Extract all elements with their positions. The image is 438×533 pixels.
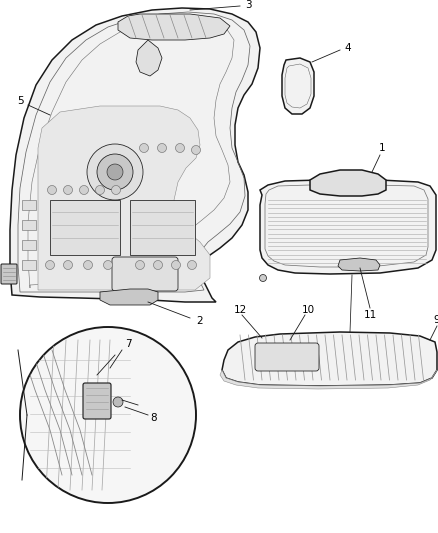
- Text: 5: 5: [17, 96, 23, 106]
- FancyBboxPatch shape: [255, 343, 319, 371]
- Circle shape: [139, 143, 148, 152]
- Text: 12: 12: [233, 305, 247, 315]
- Text: 3: 3: [245, 0, 251, 10]
- Circle shape: [112, 185, 120, 195]
- Text: 1: 1: [379, 143, 385, 153]
- Circle shape: [103, 261, 113, 270]
- Polygon shape: [118, 14, 230, 40]
- Polygon shape: [282, 58, 314, 114]
- FancyBboxPatch shape: [22, 220, 36, 230]
- Text: 2: 2: [197, 316, 203, 326]
- Polygon shape: [338, 258, 380, 271]
- Circle shape: [113, 397, 123, 407]
- FancyBboxPatch shape: [112, 257, 178, 291]
- Circle shape: [135, 261, 145, 270]
- Circle shape: [176, 143, 184, 152]
- Polygon shape: [222, 332, 437, 386]
- Circle shape: [153, 261, 162, 270]
- Circle shape: [259, 274, 266, 281]
- Text: 10: 10: [301, 305, 314, 315]
- Text: 11: 11: [364, 310, 377, 320]
- Text: 4: 4: [345, 43, 351, 53]
- Circle shape: [64, 261, 73, 270]
- Circle shape: [107, 164, 123, 180]
- Polygon shape: [220, 370, 437, 389]
- FancyBboxPatch shape: [22, 200, 36, 210]
- Polygon shape: [260, 180, 436, 274]
- Circle shape: [187, 261, 197, 270]
- FancyBboxPatch shape: [1, 264, 17, 284]
- Circle shape: [87, 144, 143, 200]
- Polygon shape: [10, 8, 260, 302]
- Text: 7: 7: [125, 339, 131, 349]
- Circle shape: [172, 261, 180, 270]
- FancyBboxPatch shape: [130, 200, 195, 255]
- Polygon shape: [38, 106, 210, 290]
- Circle shape: [84, 261, 92, 270]
- Circle shape: [46, 261, 54, 270]
- Circle shape: [191, 146, 201, 155]
- Polygon shape: [310, 170, 386, 196]
- Circle shape: [158, 143, 166, 152]
- Text: 9: 9: [434, 315, 438, 325]
- Circle shape: [20, 327, 196, 503]
- FancyBboxPatch shape: [83, 383, 111, 419]
- Circle shape: [97, 154, 133, 190]
- Polygon shape: [136, 40, 162, 76]
- Text: 8: 8: [151, 413, 157, 423]
- FancyBboxPatch shape: [50, 200, 120, 255]
- FancyBboxPatch shape: [22, 260, 36, 270]
- Polygon shape: [100, 289, 158, 305]
- Circle shape: [80, 185, 88, 195]
- FancyBboxPatch shape: [22, 240, 36, 250]
- Circle shape: [47, 185, 57, 195]
- Circle shape: [95, 185, 105, 195]
- Circle shape: [64, 185, 73, 195]
